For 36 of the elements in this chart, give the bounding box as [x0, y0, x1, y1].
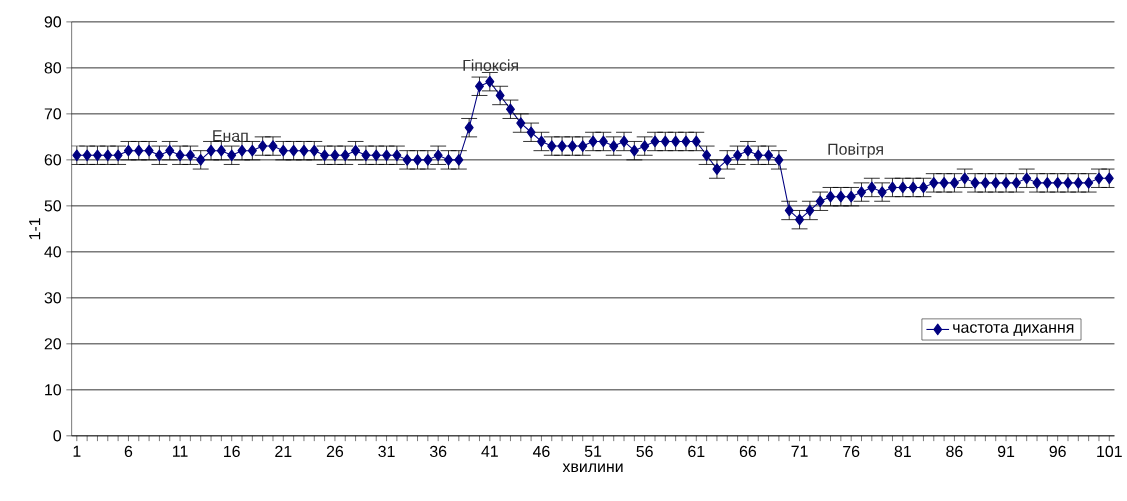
y-tick-label: 10 [45, 384, 62, 396]
y-tick-label: 70 [44, 108, 62, 120]
y-tick-label: 40 [44, 246, 62, 258]
x-tick-label: 86 [946, 446, 963, 458]
x-tick-label: 61 [688, 446, 705, 458]
y-tick-label: 90 [44, 16, 62, 28]
x-tick-label: 11 [173, 446, 188, 458]
x-tick-label: 71 [791, 446, 808, 458]
x-tick-label: 21 [275, 446, 292, 458]
x-tick-label: 26 [326, 446, 344, 458]
x-axis-title: хвилини [562, 463, 623, 473]
x-tick-label: 6 [124, 446, 133, 458]
x-tick-label: 16 [224, 446, 240, 458]
y-tick-label: 30 [44, 292, 62, 304]
y-tick-label: 60 [44, 154, 62, 166]
x-tick-label: 66 [739, 446, 757, 458]
y-tick-label: 20 [44, 338, 62, 350]
x-tick-label: 96 [1049, 446, 1066, 458]
annotation: Повітря [828, 143, 883, 159]
x-tick-label: 51 [584, 446, 602, 458]
y-axis-title: 1-1 [29, 218, 41, 240]
x-tick-label: 81 [894, 446, 911, 458]
y-tick-label: 0 [53, 430, 62, 442]
x-tick-label: 56 [636, 446, 653, 458]
x-tick-label: 46 [532, 446, 550, 458]
legend-label: частота дихання [953, 324, 1074, 337]
y-tick-label: 80 [44, 62, 62, 74]
y-tick-label: 50 [44, 200, 62, 212]
x-tick-label: 101 [1097, 446, 1122, 458]
x-tick-label: 91 [997, 446, 1015, 458]
x-tick-label: 76 [843, 446, 860, 458]
x-tick-label: 41 [481, 446, 498, 458]
x-tick-label: 1 [73, 446, 81, 458]
annotation: Енап [213, 130, 248, 142]
x-tick-label: 36 [429, 446, 447, 458]
x-tick-label: 31 [378, 446, 395, 458]
